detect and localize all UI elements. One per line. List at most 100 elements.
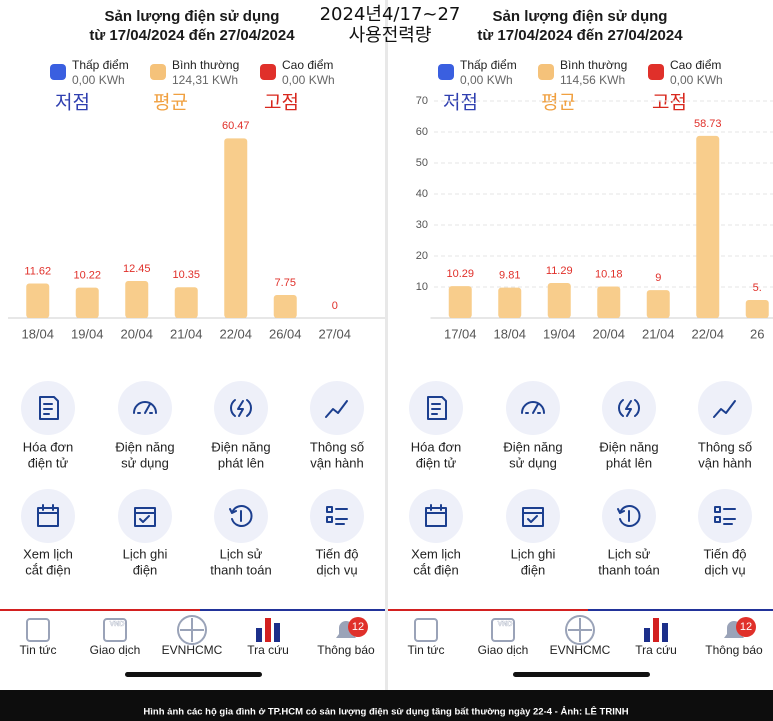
- nav-item[interactable]: EVNHCMC: [550, 615, 611, 657]
- x-tick-label: 22/04: [691, 326, 724, 341]
- legend-name: Cao điểm: [670, 58, 721, 72]
- nav-icon: [256, 628, 262, 642]
- caption: Hình ảnh các hộ gia đình ở TP.HCM có sản…: [143, 706, 628, 718]
- menu-label: thanh toán: [210, 562, 271, 577]
- menu-icon-bg: [698, 489, 752, 543]
- nav-divider: [200, 609, 385, 611]
- menu-label: điện tử: [28, 455, 69, 470]
- y-tick-label: 70: [416, 95, 428, 107]
- nav-icon: [568, 618, 592, 642]
- nav-label: Tin tức: [20, 643, 57, 657]
- bar: [547, 283, 571, 318]
- menu-label: cắt điện: [25, 562, 71, 577]
- nav-icon-text: VND: [498, 621, 513, 628]
- nav-label: EVNHCMC: [162, 643, 223, 657]
- annotation: 저점: [55, 92, 90, 114]
- y-tick-label: 20: [416, 250, 428, 262]
- nav-item[interactable]: Tin tức: [408, 618, 445, 657]
- nav-item[interactable]: VND Giao dịch: [90, 618, 141, 657]
- nav-item[interactable]: EVNHCMC: [162, 615, 223, 657]
- nav-label: Tra cứu: [247, 643, 289, 657]
- bar: [174, 287, 198, 318]
- legend-swatch: [260, 64, 276, 80]
- y-tick-label: 60: [416, 126, 428, 138]
- bar: [696, 135, 720, 318]
- phone-right: Sản lượng điện sử dụng từ 17/04/2024 đến …: [388, 8, 773, 677]
- x-tick-label: 17/04: [444, 326, 477, 341]
- legend-swatch: [438, 64, 454, 80]
- home-indicator: [513, 672, 650, 677]
- legend-swatch: [50, 64, 66, 80]
- legend-name: Thấp điểm: [72, 58, 129, 72]
- legend-value: 114,56 KWh: [560, 73, 625, 87]
- x-tick-label: 19/04: [543, 326, 576, 341]
- nav-icon: [644, 628, 650, 642]
- nav-label: EVNHCMC: [550, 643, 611, 657]
- legend-name: Bình thường: [172, 58, 239, 72]
- legend-value: 0,00 KWh: [670, 73, 723, 87]
- menu-label: Tiến độ: [704, 546, 747, 561]
- nav-label: Thông báo: [705, 643, 763, 657]
- menu-label: điện tử: [416, 455, 457, 470]
- value-label: 10.29: [446, 268, 474, 280]
- nav-item[interactable]: Tin tức: [20, 618, 57, 657]
- legend-name: Thấp điểm: [460, 58, 517, 72]
- bar: [125, 281, 149, 318]
- nav-item[interactable]: 12 Thông báo: [705, 617, 763, 657]
- menu-icon: [618, 399, 640, 417]
- value-label: 60.47: [222, 120, 250, 132]
- x-tick-label: 18/04: [21, 326, 54, 341]
- annotation: 평균: [541, 92, 576, 114]
- menu-label: vận hành: [698, 455, 752, 470]
- menu-icon: [617, 505, 641, 527]
- nav-icon: [177, 615, 207, 645]
- nav-icon: [26, 618, 50, 642]
- nav-item[interactable]: 12 Thông báo: [317, 617, 375, 657]
- legend-swatch: [648, 64, 664, 80]
- menu-icon: [37, 504, 59, 527]
- nav-item[interactable]: VND Giao dịch: [478, 618, 529, 657]
- menu-label: Xem lịch: [411, 546, 461, 561]
- menu-icon-bg: [698, 381, 752, 435]
- bar: [448, 286, 472, 318]
- y-tick-label: 50: [416, 157, 428, 169]
- nav-item[interactable]: Tra cứu: [635, 618, 677, 657]
- menu-label: dịch vụ: [316, 562, 357, 577]
- y-tick-label: 30: [416, 219, 428, 231]
- menu-label: sử dụng: [121, 455, 169, 470]
- legend-name: Cao điểm: [282, 58, 333, 72]
- y-tick-label: 40: [416, 188, 428, 200]
- bar: [646, 290, 670, 318]
- menu-label: Xem lịch: [23, 546, 73, 561]
- value-label: 10.35: [172, 269, 200, 281]
- menu-label: cắt điện: [413, 562, 459, 577]
- annotation: 고점: [264, 92, 299, 114]
- nav-icon: [265, 618, 271, 642]
- x-tick-label: 21/04: [642, 326, 675, 341]
- legend-value: 124,31 KWh: [172, 73, 238, 87]
- menu-label: dịch vụ: [704, 562, 745, 577]
- menu-icon: [714, 506, 736, 525]
- nav-item[interactable]: Tra cứu: [247, 618, 289, 657]
- nav-badge: [348, 617, 368, 637]
- menu-label: điện: [133, 562, 158, 577]
- x-tick-label: 21/04: [170, 326, 203, 341]
- menu-label: Điện năng: [211, 439, 270, 454]
- nav-icon: [180, 618, 204, 642]
